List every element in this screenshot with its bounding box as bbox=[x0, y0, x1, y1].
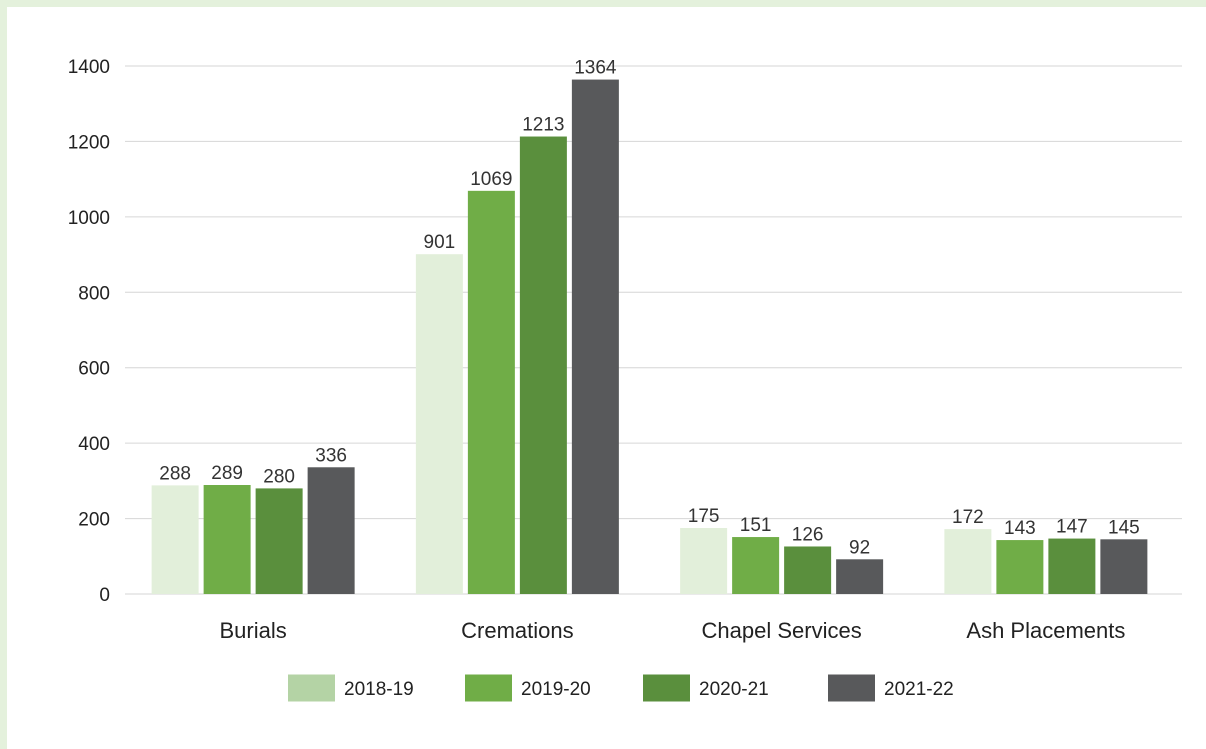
data-label: 336 bbox=[315, 445, 347, 466]
bar-2019-20-chapel-services bbox=[732, 537, 780, 594]
bar-2018-19-burials bbox=[151, 485, 199, 594]
legend-swatch-2021-22 bbox=[828, 674, 875, 702]
bar-2018-19-chapel-services bbox=[680, 528, 728, 594]
legend-label: 2021-22 bbox=[884, 679, 954, 700]
data-label: 145 bbox=[1108, 517, 1140, 538]
data-label: 288 bbox=[159, 463, 191, 484]
bar-2020-21-ash-placements bbox=[1048, 538, 1096, 594]
chart-panel: 0 200 400 600 800 1000 1200 1400 288 289 280 336 90… bbox=[7, 7, 1206, 749]
data-label: 901 bbox=[424, 232, 456, 253]
data-label: 289 bbox=[211, 463, 243, 484]
legend: 2018-19 2019-20 2020-21 2021-22 bbox=[288, 674, 954, 702]
category-label: Ash Placements bbox=[966, 618, 1125, 643]
data-label: 143 bbox=[1004, 518, 1036, 539]
bars bbox=[151, 79, 1148, 595]
data-label: 1069 bbox=[470, 169, 512, 190]
y-tick-label: 400 bbox=[78, 434, 110, 455]
category-labels: Burials Cremations Chapel Services Ash Plac… bbox=[220, 618, 1126, 643]
data-label: 175 bbox=[688, 506, 720, 527]
bar-2018-19-ash-placements bbox=[944, 529, 992, 594]
data-label: 280 bbox=[263, 466, 295, 487]
data-label: 1364 bbox=[574, 58, 617, 79]
bar-2021-22-burials bbox=[307, 467, 355, 594]
y-tick-label: 200 bbox=[78, 510, 110, 531]
y-tick-label: 1200 bbox=[68, 132, 110, 153]
legend-swatch-2019-20 bbox=[465, 674, 512, 702]
legend-swatch-2020-21 bbox=[643, 674, 690, 702]
bar-2021-22-cremations bbox=[571, 79, 619, 594]
bar-2019-20-burials bbox=[203, 485, 251, 594]
bar-chart: 0 200 400 600 800 1000 1200 1400 288 289 280 336 90… bbox=[68, 57, 1182, 702]
y-tick-label: 1000 bbox=[68, 208, 110, 229]
data-label: 1213 bbox=[522, 115, 564, 136]
category-label: Chapel Services bbox=[702, 618, 862, 643]
data-label: 126 bbox=[792, 524, 824, 545]
bar-2020-21-burials bbox=[255, 488, 303, 594]
y-tick-label: 600 bbox=[78, 359, 110, 380]
bar-2018-19-cremations bbox=[415, 254, 463, 595]
legend-label: 2018-19 bbox=[344, 679, 414, 700]
category-label: Burials bbox=[220, 618, 287, 643]
data-labels: 288 289 280 336 901 1069 1213 1364 175 151 126 92 17… bbox=[159, 58, 1139, 559]
category-label: Cremations bbox=[461, 618, 573, 643]
bar-2021-22-chapel-services bbox=[836, 559, 884, 594]
legend-swatch-2018-19 bbox=[288, 674, 335, 702]
bar-2020-21-cremations bbox=[519, 136, 567, 595]
legend-label: 2020-21 bbox=[699, 679, 769, 700]
y-axis-ticks: 0 200 400 600 800 1000 1200 1400 bbox=[68, 57, 110, 606]
bar-2019-20-cremations bbox=[467, 190, 515, 594]
data-label: 147 bbox=[1056, 517, 1088, 538]
data-label: 92 bbox=[849, 537, 870, 558]
y-tick-label: 800 bbox=[78, 283, 110, 304]
bar-2020-21-chapel-services bbox=[784, 546, 832, 594]
data-label: 151 bbox=[740, 515, 772, 536]
bar-2021-22-ash-placements bbox=[1100, 539, 1148, 594]
data-label: 172 bbox=[952, 507, 984, 528]
bar-2019-20-ash-placements bbox=[996, 540, 1044, 594]
legend-label: 2019-20 bbox=[521, 679, 591, 700]
y-tick-label: 1400 bbox=[68, 57, 110, 78]
y-tick-label: 0 bbox=[99, 585, 110, 606]
